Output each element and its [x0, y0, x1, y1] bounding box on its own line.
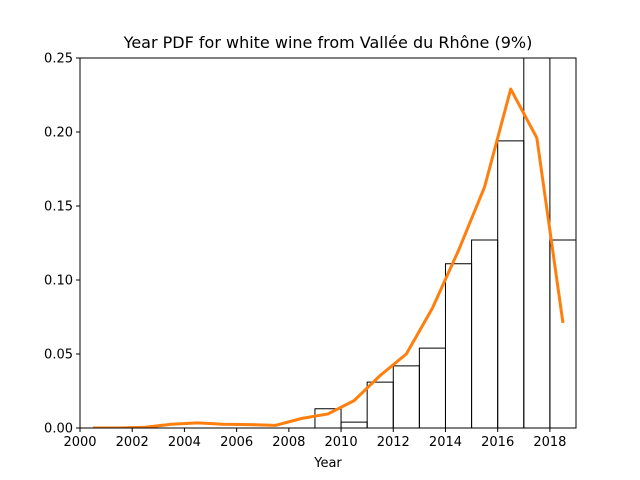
x-tick-label: 2004 [168, 435, 201, 450]
y-axis: 0.00 0.05 0.10 0.15 0.20 0.25 [44, 52, 80, 437]
plot-frame [79, 57, 577, 429]
series-line [93, 87, 565, 428]
y-tick-label: 0.10 [44, 274, 73, 289]
line-layer [93, 87, 565, 428]
x-tick-label: 2000 [63, 435, 96, 450]
y-tick-label: 0.05 [44, 348, 73, 363]
x-axis-label: Year [313, 456, 342, 471]
chart-title: Year PDF for white wine from Vallée du R… [123, 33, 533, 52]
x-tick-label: 2012 [377, 435, 410, 450]
x-tick-label: 2010 [325, 435, 358, 450]
x-tick-label: 2016 [481, 435, 514, 450]
histogram-bin-2009 [314, 408, 342, 428]
x-tick-label: 2002 [116, 435, 149, 450]
x-tick-label: 2006 [220, 435, 253, 450]
y-tick-label: 0.15 [44, 200, 73, 215]
x-axis: 2000 2002 2004 2006 2008 2010 2012 2014 2016 2018 [63, 428, 566, 450]
y-tick-label: 0.25 [44, 52, 73, 67]
x-tick-label: 2014 [429, 435, 462, 450]
histogram-bin-2018 [549, 239, 576, 428]
y-tick-label: 0.00 [44, 422, 73, 437]
y-tick-label: 0.20 [44, 126, 73, 141]
x-tick-label: 2008 [272, 435, 305, 450]
x-tick-label: 2018 [533, 435, 566, 450]
